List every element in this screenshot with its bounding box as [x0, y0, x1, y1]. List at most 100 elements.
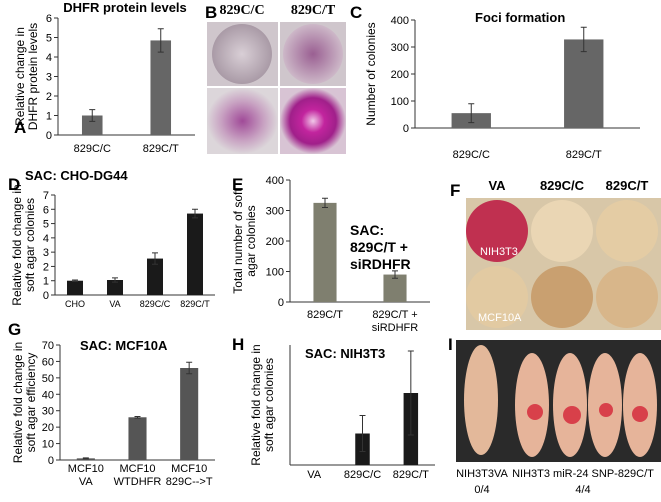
photo-panel-b: 829C/C 829C/T — [207, 3, 346, 154]
y-tick-label: 0 — [48, 455, 54, 467]
mouse — [553, 353, 587, 457]
y-tick-label: 7 — [43, 190, 49, 202]
photo-label: 829C/C — [540, 178, 585, 193]
photo-panel-i: NIH3T3VA NIH3T3 miR-24 SNP-829C/T 0/4 4/… — [456, 340, 661, 496]
error-bar — [112, 277, 118, 283]
y-tick-label: 5 — [46, 33, 52, 45]
photo — [280, 88, 346, 154]
bar — [187, 213, 203, 295]
dish — [283, 24, 343, 84]
y-tick-label: 0 — [43, 290, 49, 302]
mouse — [464, 345, 498, 455]
photo-label: 0/4 — [474, 484, 489, 496]
panel-letter: C — [350, 3, 362, 22]
dish — [212, 24, 272, 84]
bar — [180, 368, 199, 460]
error-bar — [580, 26, 587, 53]
y-tick-label: 40 — [42, 389, 54, 401]
photo-label: NIH3T3 miR-24 SNP-829C/T — [512, 468, 654, 480]
y-tick-label: 1 — [46, 111, 52, 123]
photo-label: 829C/T — [291, 3, 336, 18]
photo — [207, 88, 278, 154]
x-tick-label: CHO — [65, 299, 85, 309]
chart: A DHFR protein levels Relative change inDH… — [13, 0, 195, 155]
x-tick-label: 829C/C — [74, 143, 111, 155]
y-tick-label: 60 — [42, 356, 54, 368]
x-tick-label: 829C/T — [307, 309, 343, 321]
photo-label: 4/4 — [575, 484, 590, 496]
y-axis-label: Relative fold change insoft agar colonie… — [249, 344, 276, 465]
tumor — [632, 406, 648, 422]
y-tick-label: 10 — [42, 439, 54, 451]
bar — [564, 39, 604, 128]
x-tick-label: 829C/T — [393, 469, 429, 481]
bar — [107, 280, 123, 295]
y-tick-label: 0 — [278, 297, 284, 309]
y-tick-label: 4 — [43, 233, 49, 245]
x-tick-label: 829C/T — [143, 143, 179, 155]
x-tick-label: 829C/C — [140, 299, 171, 309]
error-bar — [407, 350, 414, 436]
bar — [128, 417, 147, 460]
photo-label: 829C/T — [606, 178, 649, 193]
error-bar — [152, 252, 158, 265]
y-axis-label: Relative fold change insoft agar efficie… — [11, 342, 38, 463]
tumor — [563, 406, 581, 424]
photo-label: NIH3T3 — [480, 246, 518, 258]
y-tick-label: 0 — [403, 123, 409, 135]
photo-label: 829C/C — [219, 3, 264, 18]
y-tick-label: 1 — [43, 276, 49, 288]
y-tick-label: 20 — [42, 422, 54, 434]
annotation: SAC: 829C/T + siRDHFR — [350, 222, 411, 272]
y-tick-label: 200 — [391, 69, 409, 81]
panel-letter: B — [205, 3, 217, 22]
panel-letter: D — [8, 175, 20, 194]
bar — [147, 258, 163, 295]
error-bar — [186, 361, 193, 375]
tumor — [599, 403, 613, 417]
y-tick-label: 100 — [266, 267, 284, 279]
y-tick-label: 70 — [42, 340, 54, 352]
error-bar — [82, 457, 89, 460]
y-tick-label: 4 — [46, 52, 52, 64]
x-tick-label: VA — [109, 299, 120, 309]
mouse — [623, 353, 657, 457]
y-tick-label: 3 — [43, 247, 49, 259]
y-axis-label: Relative change inDHFR protein levels — [13, 23, 40, 130]
y-tick-label: 400 — [266, 175, 284, 187]
x-tick-label: 829C/C — [453, 149, 490, 161]
chart: H SAC: NIH3T3 Relative fold change insoft … — [232, 335, 435, 481]
y-tick-label: 6 — [43, 204, 49, 216]
chart-title: SAC: MCF10A — [80, 338, 168, 353]
error-bar — [359, 415, 366, 452]
x-tick-label: MCF10 829C-->T — [166, 463, 213, 488]
bar — [81, 115, 103, 135]
bar — [313, 202, 337, 302]
y-tick-label: 50 — [42, 373, 54, 385]
error-bar — [392, 270, 398, 279]
dish — [466, 266, 528, 328]
error-bar — [322, 197, 328, 208]
x-tick-label: MCF10 WTDHFR — [114, 463, 162, 488]
dish — [531, 200, 593, 262]
y-tick-label: 400 — [391, 15, 409, 27]
y-tick-label: 30 — [42, 406, 54, 418]
chart-title: DHFR protein levels — [63, 0, 187, 15]
x-tick-label: MCF10 VA — [68, 463, 104, 488]
panel-letter: E — [232, 175, 243, 194]
y-axis-label: Total number of softagar colonies — [231, 188, 258, 294]
bar — [150, 40, 172, 135]
error-bar — [157, 28, 164, 53]
photo-panel-f: VA 829C/C 829C/T NIH3T3 MCF10A — [466, 178, 661, 330]
photo-label: MCF10A — [478, 312, 522, 324]
y-tick-label: 200 — [266, 236, 284, 248]
error-bar — [468, 103, 475, 124]
y-tick-label: 100 — [391, 96, 409, 108]
chart-title: SAC: CHO-DG44 — [25, 168, 128, 183]
error-bar — [72, 279, 78, 282]
y-tick-label: 5 — [43, 219, 49, 231]
chart-title: SAC: NIH3T3 — [305, 346, 385, 361]
x-tick-label: 829C/T — [566, 149, 602, 161]
dish — [596, 266, 658, 328]
